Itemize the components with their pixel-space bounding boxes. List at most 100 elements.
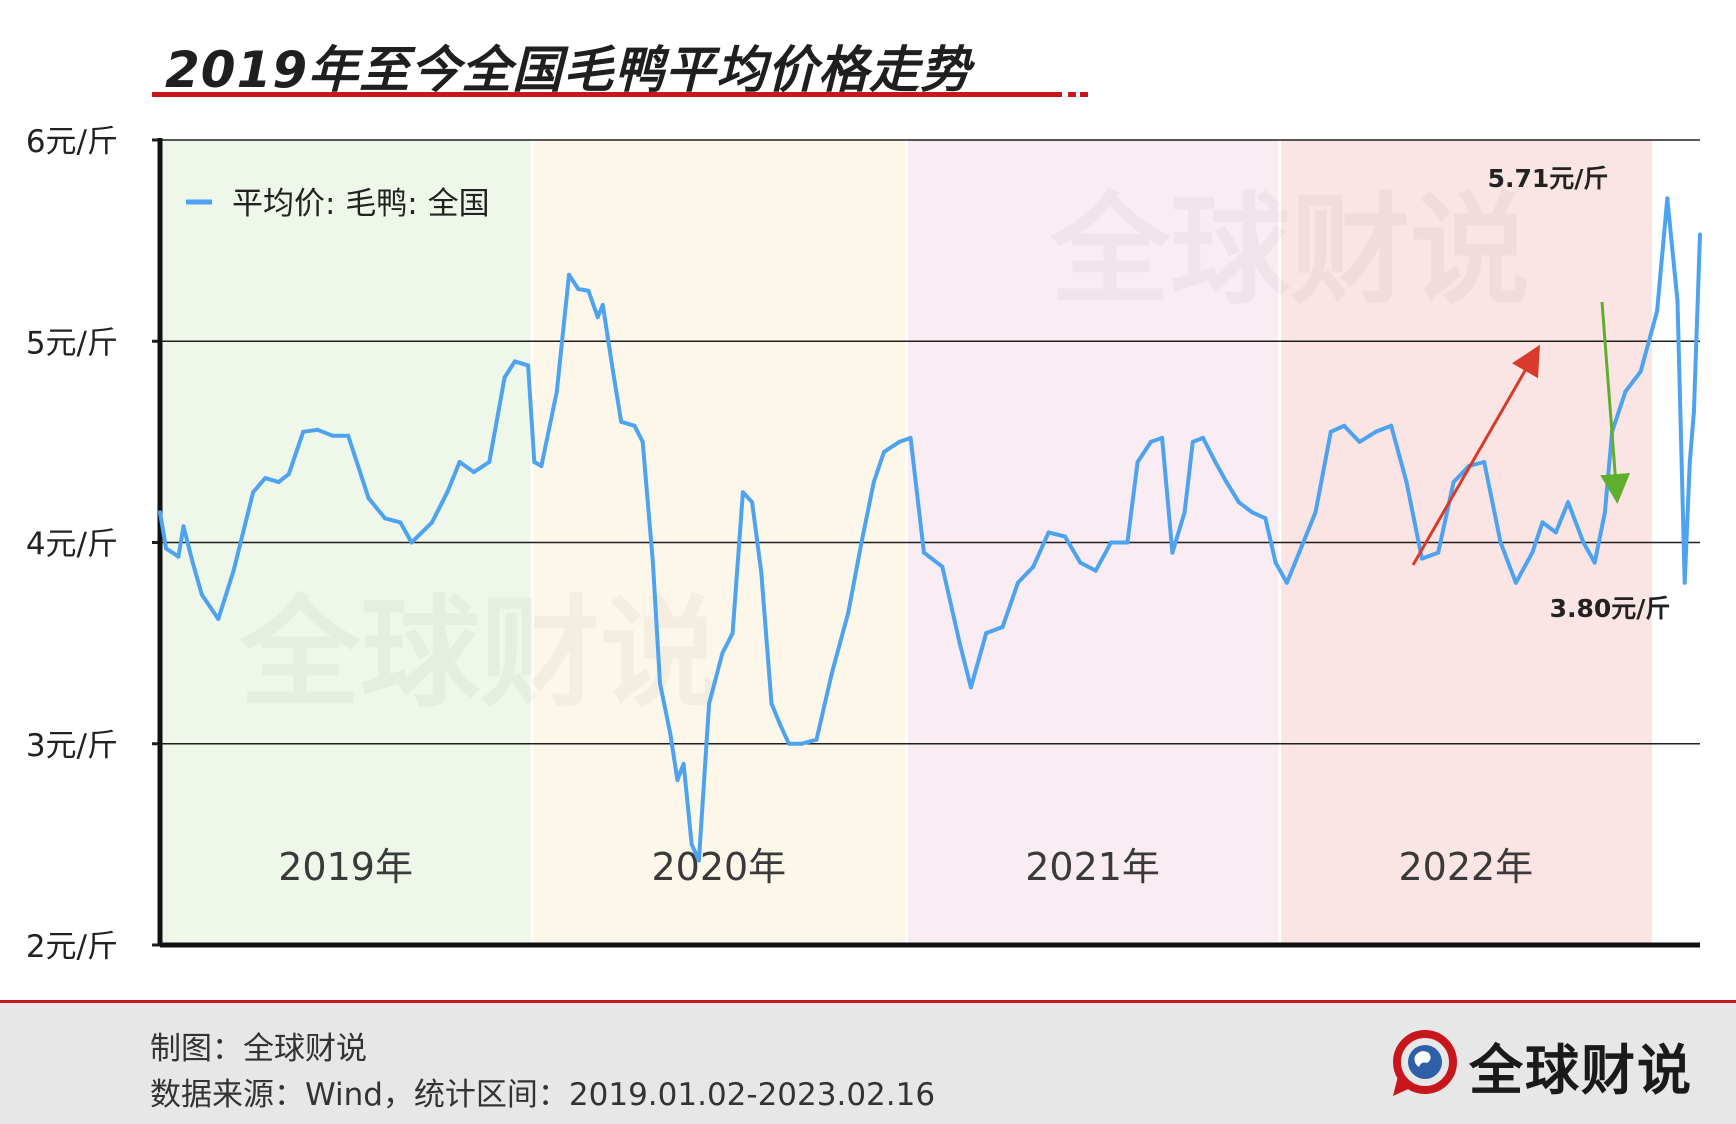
data-point [1182,510,1187,515]
data-point [471,470,476,475]
brand-logo-icon [1393,1030,1457,1096]
data-point [1553,530,1558,535]
data-point [231,568,236,573]
data-point [882,449,886,454]
chart-credit: 制图：全球财说 [150,1031,367,1067]
brand-name: 全球财说 [1469,1038,1693,1102]
data-point [871,480,876,485]
y-tick-label: 5元/斤 [26,325,118,361]
data-point [567,272,571,277]
data-point [1250,510,1255,515]
data-point [675,778,680,782]
data-point [586,288,591,293]
data-point [1389,423,1394,428]
year-label: 2022年 [1398,845,1533,889]
data-point [176,554,181,559]
data-point [908,435,913,440]
data-point [502,375,507,380]
data-point [487,460,492,464]
y-tick-label: 2元/斤 [26,929,118,965]
data-point [1638,369,1643,374]
data-point [1581,540,1586,545]
data-point [1297,550,1302,555]
data-point [1313,510,1318,515]
data-point [1592,560,1597,565]
year-label: 2021年 [1025,845,1160,889]
data-point [1109,540,1113,545]
footer: 制图：全球财说 数据来源：Wind，统计区间：2019.01.02-2023.0… [0,1000,1736,1124]
data-point [1015,580,1020,585]
data-point [366,496,371,501]
data-point [940,564,945,569]
falling-trend-arrow [1600,301,1631,504]
rising-trend-arrow [1411,344,1540,566]
data-point [619,419,624,424]
data-point [921,550,926,555]
data-point [968,685,973,690]
data-point [1623,389,1628,394]
data-point [398,520,403,525]
data-point [301,429,306,434]
data-point [1284,580,1289,585]
data-point [759,570,764,575]
y-tick-label: 3元/斤 [26,728,118,764]
data-point [689,842,694,847]
data-point [1665,196,1670,201]
data-point [445,490,450,495]
data-point [640,439,645,444]
data-point [777,721,782,726]
data-point [681,761,686,766]
data-point [1655,309,1660,314]
data-point [251,490,256,495]
data-point [1201,435,1205,440]
data-point [430,520,434,525]
data-point [263,476,268,481]
data-point [1691,409,1696,414]
data-point [539,464,544,468]
data-point [846,610,851,615]
data-point [740,490,745,495]
data-point [276,480,281,485]
data-point [1263,516,1268,521]
data-point [632,423,637,428]
value-annotation: 3.80元/斤 [1550,594,1671,623]
data-point [330,433,335,438]
data-point [1148,439,1153,444]
data-point [829,671,834,676]
year-label: 2019年 [278,845,413,889]
data-point [799,741,804,746]
data-point [1530,550,1535,555]
data-point [190,560,195,565]
data-point [1328,429,1333,434]
data-point [1342,423,1347,428]
data-point [346,433,351,438]
data-point [1687,460,1692,464]
data-point [1063,534,1067,539]
data-point [164,546,169,551]
data-point [1236,500,1241,505]
data-point [1675,299,1680,303]
legend-label: 平均价: 毛鸭: 全国 [232,186,490,222]
data-point [600,303,605,307]
data-point [199,592,204,597]
data-point [658,681,662,686]
data-point [696,858,701,863]
y-tick-label: 4元/斤 [26,527,118,563]
data-point [769,701,774,706]
brand: 全球财说 [1385,1025,1693,1105]
data-point [720,651,725,656]
data-point [409,540,414,545]
data-point [1093,568,1098,573]
data-point [1357,439,1362,444]
data-point [1224,480,1229,485]
data-point [1498,540,1503,545]
data-point [383,516,387,521]
data-point [554,389,559,394]
data-point [750,500,755,505]
data-point [532,460,537,464]
data-point [897,439,902,444]
data-point [650,560,655,565]
data-point [1125,540,1130,545]
data-point [1000,625,1005,629]
